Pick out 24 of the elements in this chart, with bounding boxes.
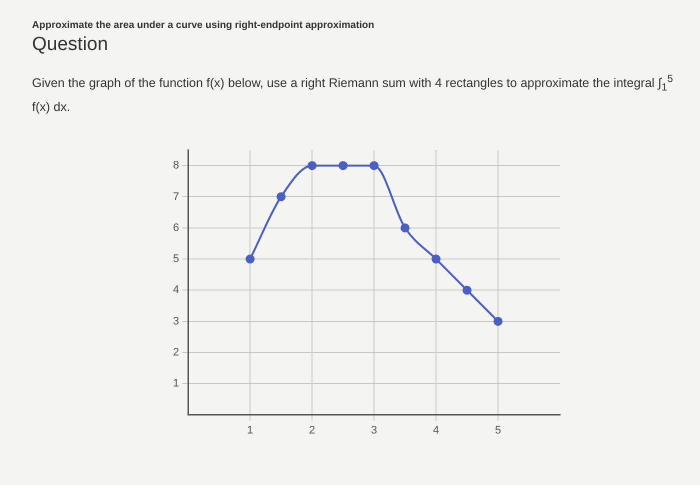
y-tick-label: 4 xyxy=(172,284,180,296)
point xyxy=(246,254,255,264)
point xyxy=(370,161,379,170)
point xyxy=(432,254,441,264)
y-tick-label: 6 xyxy=(172,222,180,234)
y-tick-label: 5 xyxy=(172,253,180,266)
x-tick-label: 2 xyxy=(309,424,316,436)
point xyxy=(462,286,472,295)
x-tick-label: 5 xyxy=(494,424,502,436)
x-tick-label: 1 xyxy=(247,424,254,436)
y-tick-label: 2 xyxy=(172,346,180,359)
y-tick-label: 1 xyxy=(172,378,180,390)
point xyxy=(308,161,317,170)
y-tick-label: 8 xyxy=(172,160,180,172)
y-tick-label: 3 xyxy=(172,315,180,328)
chart-subtitle: Question xyxy=(32,34,108,56)
y-tick-label: 7 xyxy=(172,190,180,203)
point xyxy=(494,316,503,326)
point xyxy=(338,161,348,170)
chart-title: Approximate the area under a curve using right-endpoint approximation xyxy=(32,20,374,31)
point xyxy=(400,223,410,232)
x-tick-label: 4 xyxy=(432,424,440,436)
x-tick-label: 3 xyxy=(370,424,378,436)
point xyxy=(276,192,286,202)
